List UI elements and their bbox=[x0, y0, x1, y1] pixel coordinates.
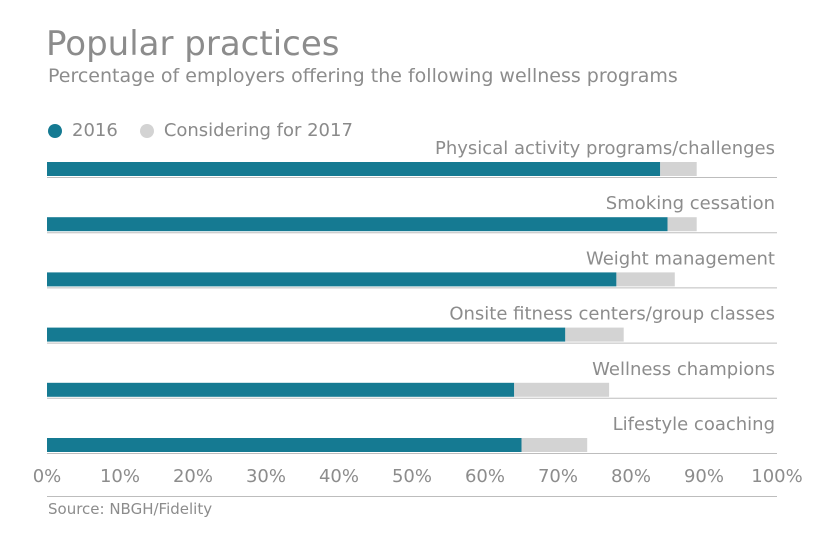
legend-item-2016: 2016 bbox=[48, 120, 118, 141]
bar-2016 bbox=[47, 217, 668, 232]
legend-label-2016: 2016 bbox=[72, 120, 118, 141]
x-tick-label: 100% bbox=[751, 466, 802, 487]
bar-considering-2017 bbox=[521, 438, 588, 452]
category-label: Weight management bbox=[586, 248, 775, 269]
legend: 2016 Considering for 2017 bbox=[48, 120, 375, 141]
legend-swatch-considering-2017 bbox=[139, 123, 154, 138]
x-tick-label: 70% bbox=[538, 466, 578, 487]
category-label: Smoking cessation bbox=[606, 193, 775, 214]
category-label: Physical activity programs/challenges bbox=[435, 138, 775, 159]
x-tick-label: 0% bbox=[33, 466, 62, 487]
chart-subtitle: Percentage of employers offering the fol… bbox=[48, 65, 678, 87]
bar-2016 bbox=[47, 382, 515, 397]
legend-item-considering-2017: Considering for 2017 bbox=[139, 120, 353, 141]
category-label: Onsite fitness centers/group classes bbox=[449, 304, 775, 325]
legend-swatch-2016 bbox=[48, 123, 62, 138]
source-note: Source: NBGH/Fidelity bbox=[48, 500, 213, 518]
bar-considering-2017 bbox=[660, 162, 697, 176]
chart-title: Popular practices bbox=[46, 24, 340, 64]
bar-2016 bbox=[47, 272, 617, 287]
bar-considering-2017 bbox=[514, 382, 610, 397]
x-tick-label: 50% bbox=[392, 466, 432, 487]
x-tick-label: 80% bbox=[611, 466, 651, 487]
x-tick-label: 60% bbox=[465, 466, 505, 487]
bar-2016 bbox=[47, 162, 661, 176]
bar-considering-2017 bbox=[565, 327, 624, 342]
x-tick-label: 10% bbox=[100, 466, 140, 487]
x-tick-label: 20% bbox=[173, 466, 213, 487]
x-tick-label: 90% bbox=[684, 466, 724, 487]
category-label: Wellness champions bbox=[592, 359, 775, 380]
bar-2016 bbox=[47, 327, 566, 342]
bar-considering-2017 bbox=[667, 217, 697, 232]
legend-label-considering-2017: Considering for 2017 bbox=[163, 120, 353, 141]
bar-2016 bbox=[47, 438, 522, 452]
bar-considering-2017 bbox=[616, 272, 675, 287]
x-tick-label: 40% bbox=[319, 466, 359, 487]
x-tick-label: 30% bbox=[246, 466, 286, 487]
category-label: Lifestyle coaching bbox=[613, 414, 775, 435]
